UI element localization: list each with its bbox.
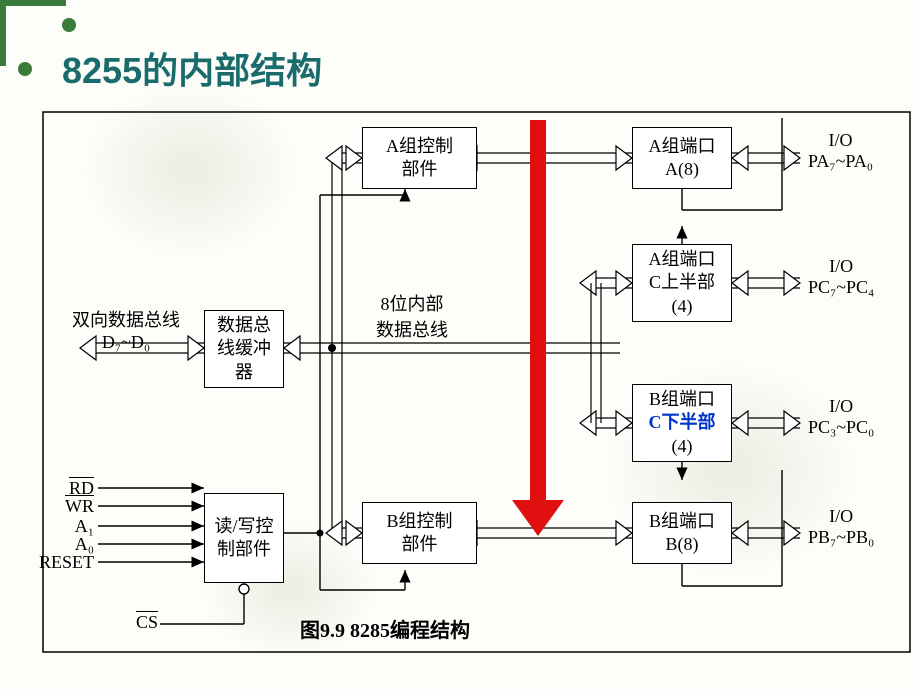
bg-leaf-1 [80, 80, 300, 260]
box-rw-ctrl-l1: 读/写控 [214, 516, 273, 536]
io-label-pcu: I/O PC₇~PC₄ [808, 256, 874, 298]
label-bidir-bus: 双向数据总线 D₇~D₀ [56, 306, 196, 353]
box-port-cu-l1: A组端口 [649, 249, 716, 269]
corner-bead-2 [62, 18, 76, 32]
sig-wr: WR [30, 496, 94, 517]
box-port-cu-l3: (4) [672, 296, 693, 316]
box-port-cl-l1: B组端口 [649, 389, 715, 409]
io-label-pcu-l1: I/O [829, 256, 853, 276]
box-port-cl-l2: C下半部 [649, 412, 716, 432]
box-port-cl: B组端口 C下半部 (4) [632, 384, 732, 462]
corner-deco [0, 0, 66, 66]
corner-bead-1 [18, 62, 32, 76]
box-port-cl-l3: (4) [672, 436, 693, 456]
sig-cs-text: CS [136, 612, 158, 632]
sig-cs: CS [118, 612, 158, 633]
page-title: 8255的内部结构 [62, 42, 322, 94]
box-data-buf: 数据总 线缓冲 器 [204, 310, 284, 388]
box-port-cu: A组端口 C上半部 (4) [632, 244, 732, 322]
label-bidir-bus-l2: D₇~D₀ [102, 332, 150, 352]
io-label-pb-l1: I/O [829, 506, 853, 526]
sig-reset: RESET [18, 552, 94, 573]
figure-caption: 图9.9 8285编程结构 [300, 614, 470, 643]
io-label-pa-l2: PA₇~PA₀ [808, 151, 873, 171]
box-port-a: A组端口 A(8) [632, 127, 732, 189]
label-inner-bus: 8位内部 数据总线 [352, 290, 472, 342]
io-label-pcl: I/O PC₃~PC₀ [808, 396, 874, 438]
io-label-pa: I/O PA₇~PA₀ [808, 130, 873, 172]
box-b-ctrl: B组控制 部件 [362, 502, 477, 564]
label-bidir-bus-l1: 双向数据总线 [72, 310, 180, 330]
box-a-ctrl: A组控制 部件 [362, 127, 477, 189]
io-label-pcl-l1: I/O [829, 396, 853, 416]
box-b-ctrl-l2: 部件 [401, 534, 437, 554]
sig-a1-text: A₁ [75, 516, 94, 536]
io-label-pcl-l2: PC₃~PC₀ [808, 417, 874, 437]
io-label-pb: I/O PB₇~PB₀ [808, 506, 874, 548]
label-inner-bus-l1: 8位内部 [381, 294, 444, 314]
box-data-buf-l3: 器 [235, 362, 253, 382]
io-label-pa-l1: I/O [829, 130, 853, 150]
box-data-buf-l1: 数据总 [217, 315, 271, 335]
box-port-a-l1: A组端口 [649, 136, 716, 156]
box-port-cu-l2: C上半部 [649, 272, 715, 292]
io-label-pcu-l2: PC₇~PC₄ [808, 277, 874, 297]
io-label-pb-l2: PB₇~PB₀ [808, 527, 874, 547]
box-b-ctrl-l1: B组控制 [386, 511, 452, 531]
sig-a0-text: A₀ [75, 534, 94, 554]
box-data-buf-l2: 线缓冲 [217, 338, 271, 358]
sig-reset-text: RESET [39, 552, 94, 572]
box-port-b: B组端口 B(8) [632, 502, 732, 564]
box-port-b-l1: B组端口 [649, 511, 715, 531]
box-rw-ctrl: 读/写控 制部件 [204, 493, 284, 583]
box-port-b-l2: B(8) [665, 534, 698, 554]
box-a-ctrl-l2: 部件 [402, 159, 438, 179]
box-port-a-l2: A(8) [665, 159, 699, 179]
box-a-ctrl-l1: A组控制 [386, 136, 453, 156]
box-rw-ctrl-l2: 制部件 [217, 539, 271, 559]
label-inner-bus-l2: 数据总线 [376, 320, 448, 340]
sig-rd-text: RD [69, 478, 94, 498]
sig-wr-text: WR [65, 496, 94, 516]
